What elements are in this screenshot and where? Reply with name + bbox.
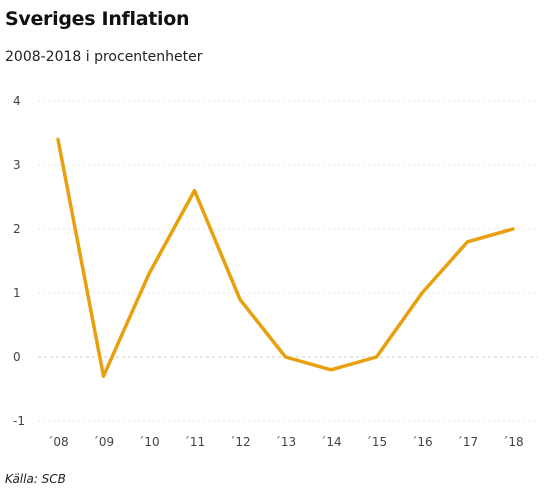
y-tick-label: 3 [13,158,21,172]
x-tick-label: ´12 [229,435,250,449]
data-point [238,297,242,301]
data-point [420,291,424,295]
data-point [466,240,469,244]
x-tick-label: ´17 [457,435,478,449]
gridlines [38,100,537,422]
x-axis: ´08 ´09 ´10 ´11 ´12 ´13 ´14 ´15 ´16 ´17 ´18 [47,435,523,449]
data-point [147,272,151,276]
data-point [284,355,287,359]
data-point [511,227,515,231]
y-tick-label: -1 [13,414,25,428]
y-axis: 4 3 2 1 0 -1 [13,94,25,428]
y-tick-label: 4 [13,94,21,108]
x-tick-label: ´13 [275,435,296,449]
series-layer [56,137,515,378]
x-tick-label: ´09 [93,435,114,449]
chart-subtitle: 2008-2018 i procentenheter [5,49,203,65]
data-point [193,189,196,193]
x-tick-label: ´18 [502,435,523,449]
x-tick-label: ´14 [320,435,341,449]
chart-title: Sveriges Inflation [5,8,190,30]
series-line [56,137,515,378]
y-tick-label: 1 [13,286,21,300]
x-tick-label: ´10 [138,435,159,449]
y-tick-label: 2 [13,222,21,236]
x-tick-label: ´16 [411,435,432,449]
source-note: Källa: SCB [5,472,66,486]
x-tick-label: ´15 [366,435,387,449]
data-point [102,374,105,378]
data-point [56,137,60,141]
x-tick-label: ´11 [184,435,205,449]
data-point [375,355,378,359]
y-tick-label: 0 [13,350,21,364]
x-tick-label: ´08 [47,435,68,449]
data-point [329,368,333,372]
